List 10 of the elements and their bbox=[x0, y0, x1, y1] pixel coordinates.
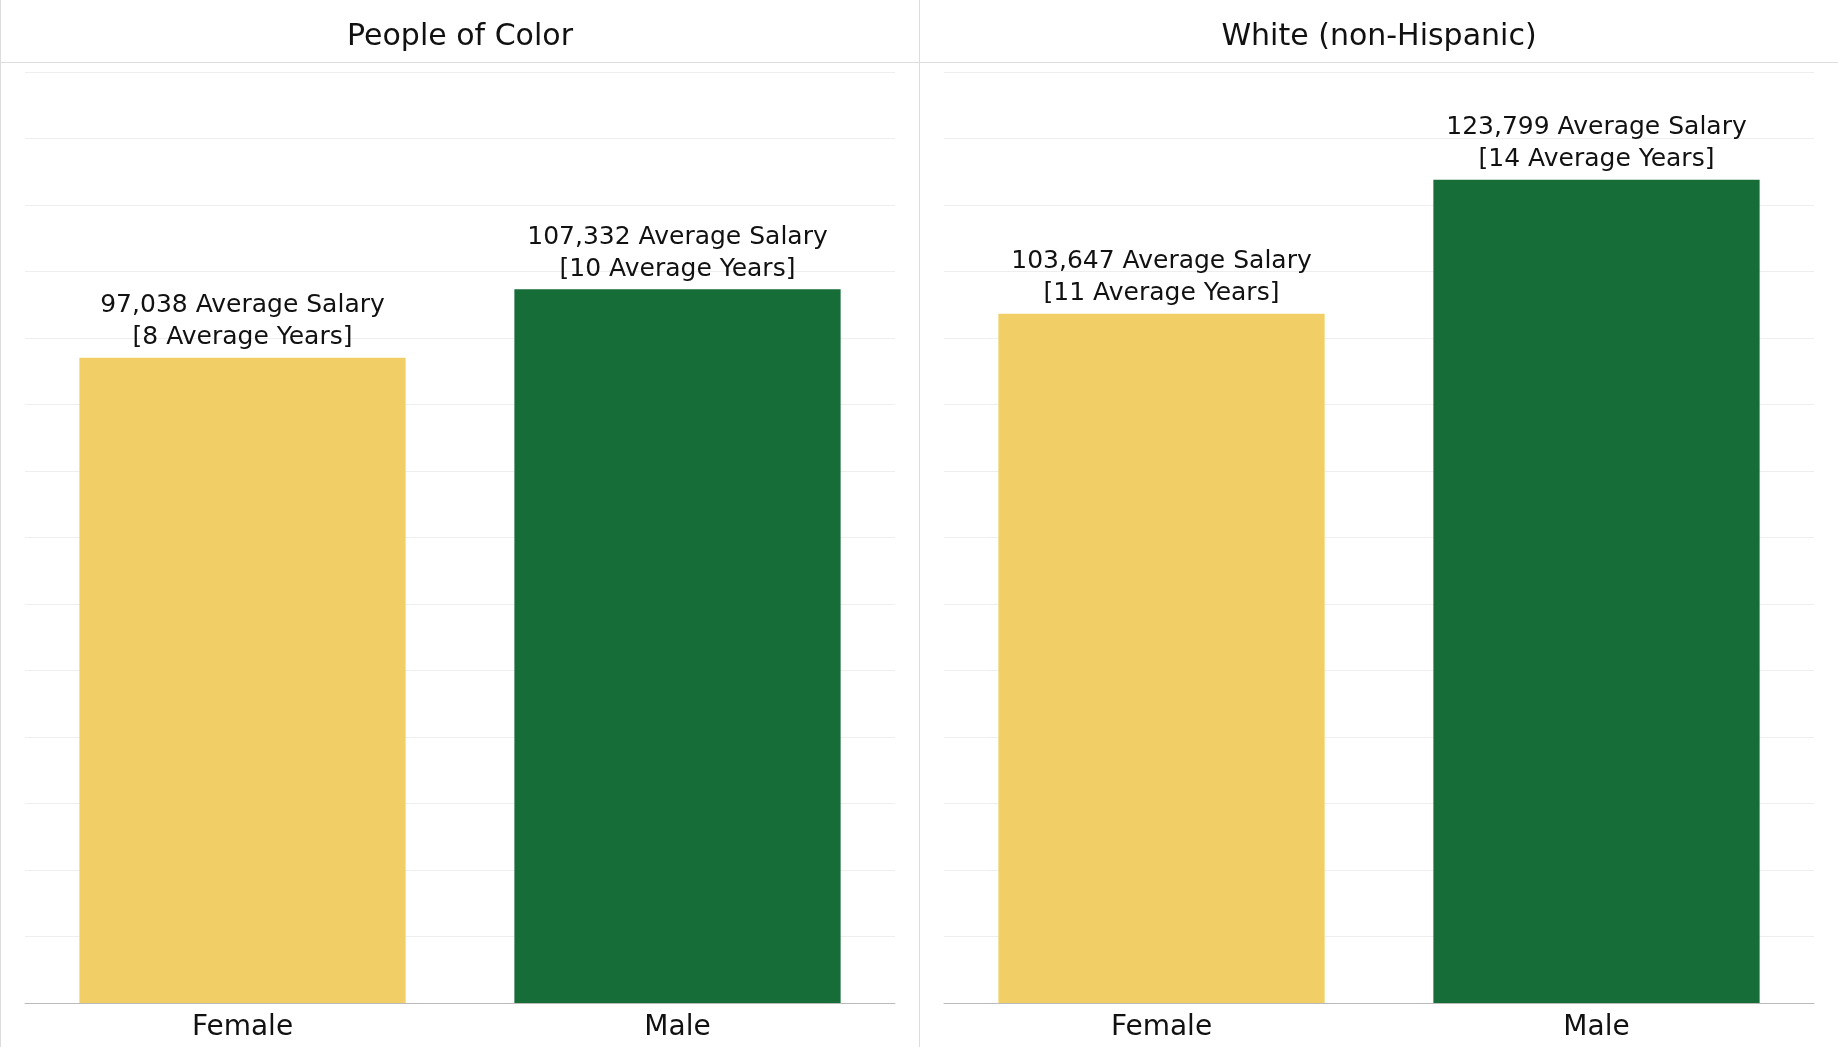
data-label: 123,799 Average Salary [14 Average Years] bbox=[1446, 111, 1747, 173]
data-label: 97,038 Average Salary [8 Average Years] bbox=[100, 289, 385, 351]
x-tick-label: Male bbox=[1563, 1008, 1630, 1042]
chart-title: People of Color bbox=[347, 16, 574, 52]
x-tick-label: Female bbox=[1110, 1008, 1213, 1042]
x-tick-label: Female bbox=[191, 1008, 294, 1042]
data-label: 103,647 Average Salary [11 Average Years] bbox=[1011, 245, 1312, 307]
chart-title: White (non-Hispanic) bbox=[1221, 16, 1537, 52]
x-tick-label: Male bbox=[644, 1008, 711, 1042]
data-label: 107,332 Average Salary [10 Average Years] bbox=[527, 220, 828, 282]
